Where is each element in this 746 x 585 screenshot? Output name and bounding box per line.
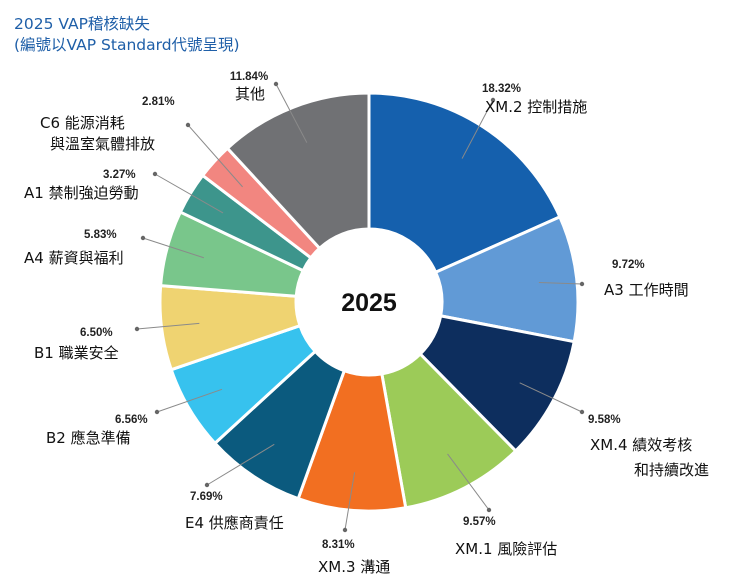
data-label: 9.72%	[612, 259, 645, 271]
donut-hole	[296, 229, 442, 375]
leader-line	[154, 173, 224, 214]
leader-dot	[185, 122, 191, 128]
leader-dot	[490, 97, 496, 103]
data-label: 7.69%	[190, 491, 223, 503]
category-label: XM.3 溝通	[318, 558, 390, 576]
leader-dot	[486, 507, 492, 513]
leader-dot	[140, 235, 146, 241]
data-label: 9.58%	[588, 414, 621, 426]
leader-line	[519, 382, 583, 413]
data-label: 8.31%	[322, 539, 355, 551]
leader-dot	[342, 527, 348, 533]
leader-dot	[154, 409, 160, 415]
category-label: A3 工作時間	[604, 281, 689, 299]
category-label: XM.4 績效考核	[590, 436, 692, 454]
leader-line	[344, 472, 356, 531]
leader-line	[142, 237, 204, 259]
data-label: 6.50%	[80, 327, 113, 339]
category-label: 其他	[235, 85, 265, 103]
category-label: B1 職業安全	[34, 344, 119, 362]
chart-subtitle: (編號以VAP Standard代號呈現)	[14, 36, 240, 54]
category-label: 與溫室氣體排放	[50, 135, 155, 153]
category-label: XM.1 風險評估	[455, 540, 557, 558]
category-label: A4 薪資與福利	[24, 249, 124, 267]
leader-line	[136, 322, 200, 330]
leaders	[134, 81, 585, 533]
chart-title: 2025 VAP稽核缺失	[14, 15, 150, 33]
leader-line	[206, 443, 275, 486]
leader-dot	[579, 409, 585, 415]
leader-dot	[134, 326, 140, 332]
labels: 18.32% XM.2 控制措施 9.72% A3 工作時間 9.58% XM.4 績效考…	[24, 71, 709, 576]
leader-dot	[579, 281, 585, 287]
leader-line	[447, 453, 490, 511]
leader-line	[156, 388, 223, 413]
category-label: XM.2 控制措施	[485, 98, 587, 116]
data-label: 2.81%	[142, 96, 175, 108]
center-label: 2025	[341, 289, 397, 317]
category-label: C6 能源消耗	[40, 114, 125, 132]
data-label: 6.56%	[115, 414, 148, 426]
category-label: B2 應急準備	[46, 429, 131, 447]
category-label: A1 禁制強迫勞動	[24, 184, 139, 202]
data-label: 5.83%	[84, 229, 117, 241]
leader-dot	[152, 171, 158, 177]
leader-dot	[204, 482, 210, 488]
category-label: 和持續改進	[634, 461, 709, 479]
data-label: 18.32%	[482, 83, 521, 95]
data-label: 9.57%	[463, 516, 496, 528]
data-label: 11.84%	[230, 71, 268, 83]
slices	[158, 91, 580, 513]
leader-line	[187, 124, 243, 188]
leader-line	[538, 281, 583, 285]
leader-dot	[273, 81, 279, 87]
leader-line	[275, 83, 308, 143]
category-label: E4 供應商責任	[185, 514, 284, 532]
leader-line	[461, 99, 494, 159]
data-label: 3.27%	[103, 169, 136, 181]
